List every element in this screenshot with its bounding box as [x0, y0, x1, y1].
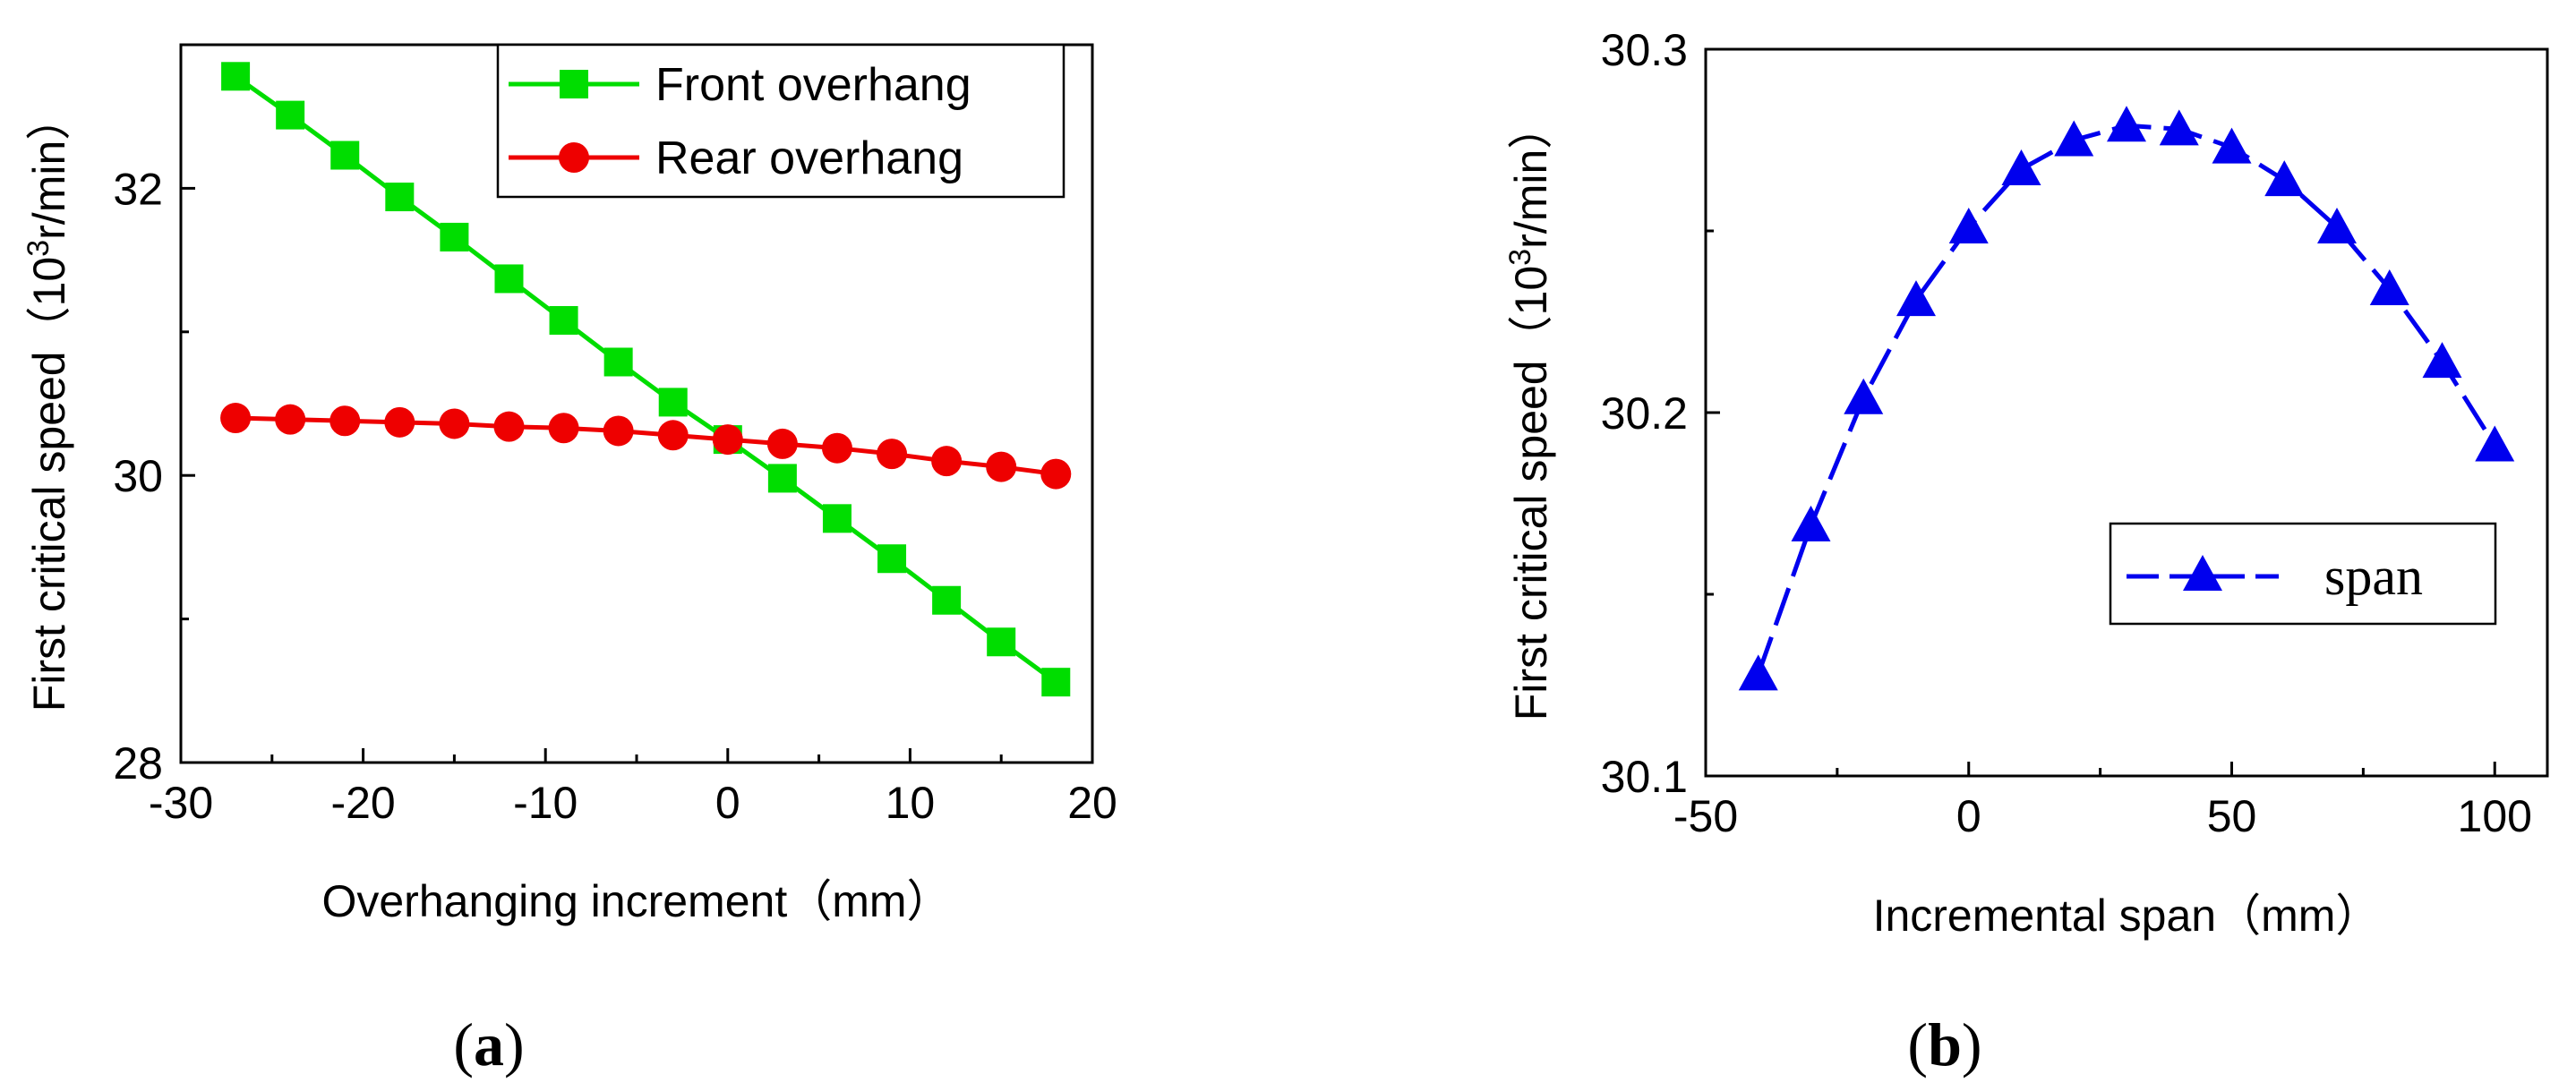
series-rear-overhang-point [931, 446, 963, 477]
panel-b-label-letter: b [1928, 1010, 1962, 1078]
series-rear-overhang-line [235, 415, 1057, 477]
panel-a-label-letter: a [474, 1010, 504, 1078]
panel-b-plot-frame [1704, 47, 2549, 778]
panel-b-label: (b) [1907, 1010, 1981, 1078]
panel-b-ticks: -50 0 50 100 30.1 30.2 30.3 [1601, 25, 2532, 841]
panel-b-y-axis-label: First critical speed（103r/min） [1503, 105, 1556, 721]
panel-a-x-tick-label: -30 [149, 778, 213, 828]
panel-b-chart: -50 0 50 100 30.1 30.2 30.3 span Incremental s… [1503, 25, 2549, 1078]
panel-a-x-axis-label: Overhanging increment（mm） [321, 876, 951, 926]
panel-b-y-axis-label-tail: r/min） [1506, 105, 1556, 249]
panel-a-y-axis-label: First critical speed（103r/min） [21, 96, 74, 712]
panel-b-y-tick-label: 30.3 [1601, 25, 1688, 75]
series-rear-overhang-point [548, 413, 579, 444]
panel-b-x-tick-label: 50 [2207, 791, 2257, 841]
series-front-overhang-point [658, 388, 688, 417]
panel-b-y-tick-label: 30.1 [1601, 752, 1688, 802]
panel-a-y-tick-label: 28 [113, 738, 163, 788]
panel-a-legend-box [496, 43, 1065, 199]
panel-a-x-tick-label: -10 [513, 778, 578, 828]
series-span-point [2054, 120, 2094, 157]
series-rear-overhang-point [384, 406, 415, 438]
legend-span-label: span [2324, 547, 2423, 606]
legend-front-overhang-marker [560, 70, 588, 98]
series-span-point [1791, 505, 1831, 541]
series-span-point [2107, 106, 2146, 142]
panel-a-x-tick-label: 0 [715, 778, 740, 828]
legend-rear-overhang-marker [559, 142, 589, 173]
panel-a-chart: -30 -20 -10 0 10 20 28 30 32 Front overhang Rear… [21, 43, 1117, 1078]
series-front-overhang-point [221, 62, 251, 91]
series-front-overhang-point [494, 264, 524, 294]
series-front-overhang-point [1041, 668, 1071, 697]
series-rear-overhang-point [657, 420, 689, 451]
series-span-point [1896, 280, 1936, 317]
series-rear-overhang-point [821, 432, 852, 464]
series-front-overhang-point [822, 504, 852, 533]
series-front-overhang-point [932, 585, 962, 615]
series-rear-overhang-point [1040, 458, 1072, 490]
series-rear-overhang-point [603, 415, 634, 447]
panel-a-series-markers [220, 62, 1072, 697]
series-rear-overhang-point [275, 404, 306, 435]
panel-a-y-axis-label-tail: r/min） [24, 96, 74, 240]
series-rear-overhang-point [986, 451, 1017, 482]
series-front-overhang-point [877, 544, 907, 574]
series-front-overhang-point [767, 464, 797, 493]
panel-b-legend-box [2109, 522, 2497, 626]
series-span-point [2001, 149, 2041, 185]
series-span-point [2317, 207, 2357, 243]
series-front-overhang-point [549, 305, 578, 335]
series-span-point [1738, 654, 1778, 691]
series-front-overhang-point [987, 627, 1016, 657]
series-front-overhang-point [603, 347, 633, 377]
series-front-overhang-point [440, 222, 469, 251]
series-span-point [2422, 342, 2462, 379]
panel-a-y-axis-label-sup: 3 [21, 240, 56, 257]
series-span-point [2369, 268, 2409, 305]
series-span-point [2475, 425, 2515, 462]
series-span-point [2212, 127, 2252, 164]
series-rear-overhang-point [439, 408, 470, 439]
panel-a-y-tick-label: 30 [113, 451, 163, 501]
series-rear-overhang-point [329, 405, 361, 437]
panel-a-x-tick-label: 10 [886, 778, 936, 828]
panel-a-label: (a) [453, 1010, 524, 1078]
legend-front-overhang-label: Front overhang [655, 59, 971, 111]
panel-b-y-tick-label: 30.2 [1601, 388, 1688, 439]
panel-a-y-axis-label-main: First critical speed（10 [24, 257, 74, 712]
series-front-overhang-point [276, 100, 305, 130]
panel-b-x-tick-label: 100 [2458, 791, 2532, 841]
panel-b-y-axis-label-main: First critical speed（10 [1506, 266, 1556, 721]
legend-rear-overhang-label: Rear overhang [655, 132, 963, 184]
series-rear-overhang-point [877, 439, 908, 470]
panel-a-ticks: -30 -20 -10 0 10 20 28 30 32 [113, 164, 1117, 828]
series-rear-overhang-point [220, 403, 252, 434]
panel-b-x-tick-label: 0 [1956, 791, 1981, 841]
panel-b-legend: span [2109, 522, 2497, 626]
panel-b-y-axis-label-sup: 3 [1503, 249, 1537, 266]
series-rear-overhang-point [712, 424, 743, 456]
panel-b-series-markers [1738, 106, 2515, 691]
panel-a-series-lines [234, 74, 1057, 685]
panel-a-legend: Front overhang Rear overhang [496, 43, 1065, 199]
series-span-point [2264, 160, 2305, 197]
panel-a-x-tick-label: -20 [330, 778, 395, 828]
panel-b-x-tick-label: -50 [1673, 791, 1738, 841]
panel-a-x-tick-label: 20 [1067, 778, 1117, 828]
panel-a-y-tick-label: 32 [113, 164, 163, 214]
series-front-overhang-point [385, 183, 415, 212]
series-span-point [1844, 378, 1884, 414]
panel-b-x-axis-label: Incremental span（mm） [1873, 891, 2381, 941]
series-span-point [2159, 109, 2199, 146]
series-span-point [1948, 207, 1989, 243]
legend-span-marker [2183, 555, 2222, 591]
series-rear-overhang-point [493, 411, 525, 442]
series-front-overhang-line [234, 74, 1057, 685]
series-front-overhang-point [330, 141, 360, 170]
series-rear-overhang-point [766, 428, 798, 459]
